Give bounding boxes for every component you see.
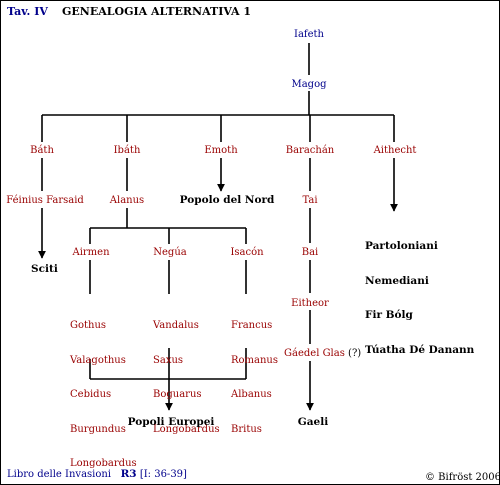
- people-longobardus-2: Longobardus: [153, 423, 220, 435]
- node-feinius: Féinius Farsaid: [6, 195, 84, 206]
- people-burgundus: Burgundus: [70, 423, 126, 435]
- people-saxus: Saxus: [153, 354, 184, 366]
- people-vandalus: Vandalus: [153, 320, 199, 331]
- node-negua: Negúa: [153, 247, 187, 258]
- people-partoloniani: Partoloniani: [365, 240, 438, 252]
- table-number: Tav. IV: [7, 5, 48, 18]
- people-valagothus: Valagothus: [70, 354, 126, 366]
- people-boguarus: Boguarus: [153, 389, 202, 400]
- copyright: © Bifröst 2006: [425, 472, 500, 483]
- source-ref-range: [I: 36-39]: [139, 469, 187, 480]
- node-isacon: Isacón: [230, 247, 264, 258]
- aithecht-peoples: Partoloniani Nemediani Fir Bólg Túatha D…: [365, 218, 474, 379]
- people-longobardus-1: Longobardus: [70, 458, 137, 469]
- people-romanus: Romanus: [231, 354, 279, 366]
- gaedel-uncertain-note: (?): [348, 348, 362, 359]
- source-ref: R3: [120, 468, 137, 480]
- node-gaeli: Gaeli: [297, 416, 329, 428]
- people-tuatha-de-danann: Túatha Dé Danann: [365, 343, 475, 356]
- node-bath: Báth: [30, 145, 54, 156]
- people-britus: Britus: [231, 423, 262, 435]
- node-tai: Tai: [302, 195, 318, 206]
- negua-peoples: Vandalus Saxus Boguarus Longobardus: [153, 297, 220, 458]
- node-popolo-nord: Popolo del Nord: [179, 194, 275, 206]
- source-title: Libro delle Invasioni: [7, 469, 112, 480]
- footer-source: Libro delle Invasioni R3 [I: 36-39]: [7, 468, 187, 481]
- node-magog: Magog: [291, 79, 327, 90]
- people-albanus: Albanus: [231, 389, 272, 400]
- people-gothus: Gothus: [70, 320, 107, 331]
- gaedel-name: Gáedel Glas: [284, 348, 345, 359]
- node-airmen: Airmen: [72, 247, 110, 258]
- isacon-peoples: Francus Romanus Albanus Britus: [231, 297, 278, 458]
- people-francus: Francus: [231, 320, 273, 331]
- node-ibath: Ibáth: [113, 145, 141, 156]
- airmen-peoples: Gothus Valagothus Cebidus Burgundus Long…: [70, 297, 137, 484]
- node-alanus: Alanus: [109, 195, 145, 206]
- node-sciti: Sciti: [31, 263, 58, 275]
- node-bai: Bai: [301, 247, 319, 258]
- page-title: GENEALOGIA ALTERNATIVA 1: [62, 5, 252, 18]
- node-barachan: Barachán: [285, 145, 335, 156]
- node-gaedel-glas: Gáedel Glas (?): [284, 347, 361, 360]
- node-iafeth: Iafeth: [294, 29, 324, 40]
- node-emoth: Emoth: [204, 145, 238, 156]
- people-fir-bolg: Fir Bólg: [365, 309, 413, 321]
- node-popoli-europei: Popoli Europei: [127, 416, 215, 428]
- node-eitheor: Eitheor: [291, 298, 329, 309]
- people-nemediani: Nemediani: [365, 274, 429, 287]
- node-aithecht: Aithecht: [373, 145, 417, 156]
- people-cebidus: Cebidus: [70, 389, 112, 400]
